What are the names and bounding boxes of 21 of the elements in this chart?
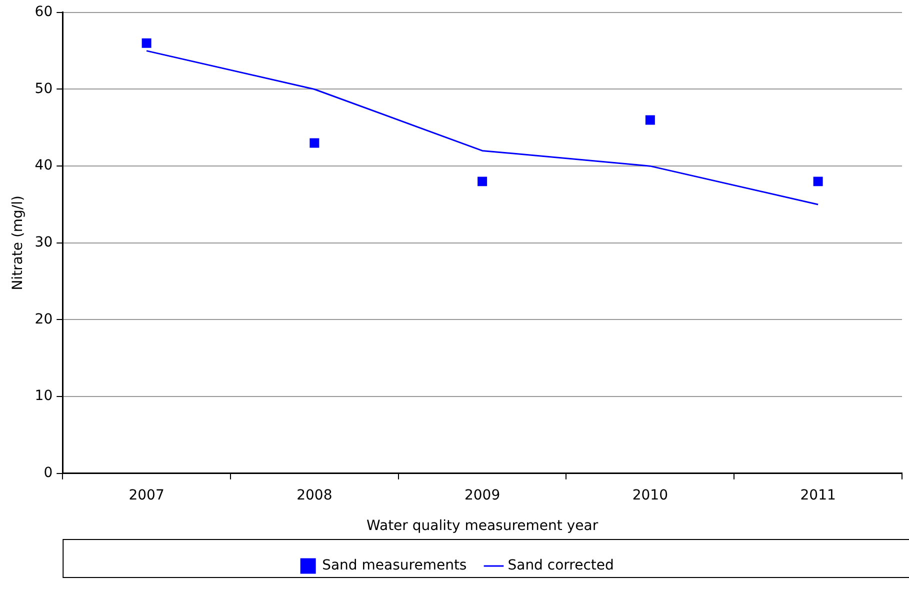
y-tick-label: 40 — [34, 158, 53, 174]
x-tick-label: 2011 — [800, 487, 836, 504]
point — [310, 138, 320, 148]
y-axis-title: Nitrate (mg/l) — [10, 196, 26, 290]
y-tick-label: 50 — [34, 80, 53, 97]
point — [813, 176, 823, 186]
x-tick-label: 2009 — [464, 487, 500, 504]
x-axis-title: Water quality measurement year — [366, 518, 598, 534]
legend-label: Sand measurements — [322, 558, 467, 574]
point — [142, 38, 152, 48]
x-tick-label: 2008 — [296, 487, 332, 504]
y-tick-label: 20 — [34, 311, 53, 328]
y-tick-label: 60 — [34, 4, 53, 20]
x-tick-label: 2010 — [632, 487, 668, 504]
point — [478, 176, 488, 186]
legend-label: Sand corrected — [508, 558, 614, 574]
y-tick-label: 10 — [34, 388, 53, 404]
y-tick-label: 30 — [34, 234, 53, 251]
point — [645, 115, 655, 125]
x-tick-label: 2007 — [128, 487, 164, 504]
y-tick-label: 0 — [44, 465, 53, 482]
